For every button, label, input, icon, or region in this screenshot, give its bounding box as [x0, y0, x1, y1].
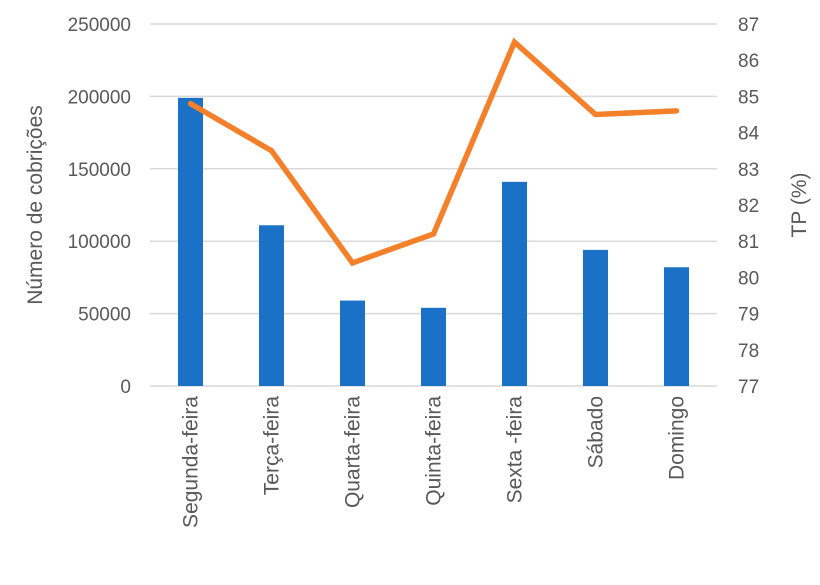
bar: [664, 267, 689, 386]
bar: [583, 249, 608, 386]
right-y-tick-label: 78: [738, 341, 759, 362]
right-y-tick-label: 86: [738, 51, 759, 72]
bar: [178, 97, 203, 387]
left-y-tick-label: 200000: [68, 87, 131, 108]
right-y-tick-label: 80: [738, 268, 759, 289]
x-category-label: Sábado: [585, 396, 608, 468]
x-category-label: Terça-feira: [261, 396, 284, 496]
right-y-tick-label: 82: [738, 196, 759, 217]
right-y-tick-label: 83: [738, 160, 759, 181]
left-y-tick-label: 50000: [78, 305, 131, 326]
right-y-tick-label: 84: [738, 124, 760, 145]
x-category-label: Segunda-feira: [180, 396, 203, 528]
right-y-axis-title: TP (%): [788, 173, 811, 238]
left-y-tick-label: 250000: [68, 15, 131, 36]
gridlines: [150, 23, 717, 387]
left-y-axis-title: Número de cobrições: [24, 105, 47, 305]
left-y-tick-label: 0: [120, 377, 131, 398]
left-y-tick-label: 100000: [68, 232, 131, 253]
x-category-label: Quarta-feira: [342, 396, 365, 508]
bar: [421, 307, 446, 386]
right-y-tick-label: 81: [738, 232, 759, 253]
bar: [259, 225, 284, 386]
line-series-tp: [187, 37, 680, 267]
right-y-tick-label: 79: [738, 305, 759, 326]
x-category-label: Quinta-feira: [423, 396, 446, 506]
x-category-label: Domingo: [666, 396, 689, 480]
bar-series-cobricoes: [178, 97, 689, 387]
left-y-tick-label: 150000: [68, 160, 131, 181]
bar: [340, 300, 365, 386]
x-category-label: Sexta -feira: [504, 396, 527, 504]
right-y-tick-label: 77: [738, 377, 759, 398]
left-y-axis-ticks: 0 50000 100000 150000 200000 250000: [68, 15, 131, 398]
x-axis-category-labels: Segunda-feira Terça-feira Quarta-feira Quin…: [180, 396, 689, 528]
bar: [502, 181, 527, 386]
right-y-tick-label: 85: [738, 87, 759, 108]
tp-line: [187, 37, 680, 267]
right-y-tick-label: 87: [738, 15, 759, 36]
right-y-axis-ticks: 77 78 79 80 81 82 83 84 85 86 87: [738, 15, 760, 398]
